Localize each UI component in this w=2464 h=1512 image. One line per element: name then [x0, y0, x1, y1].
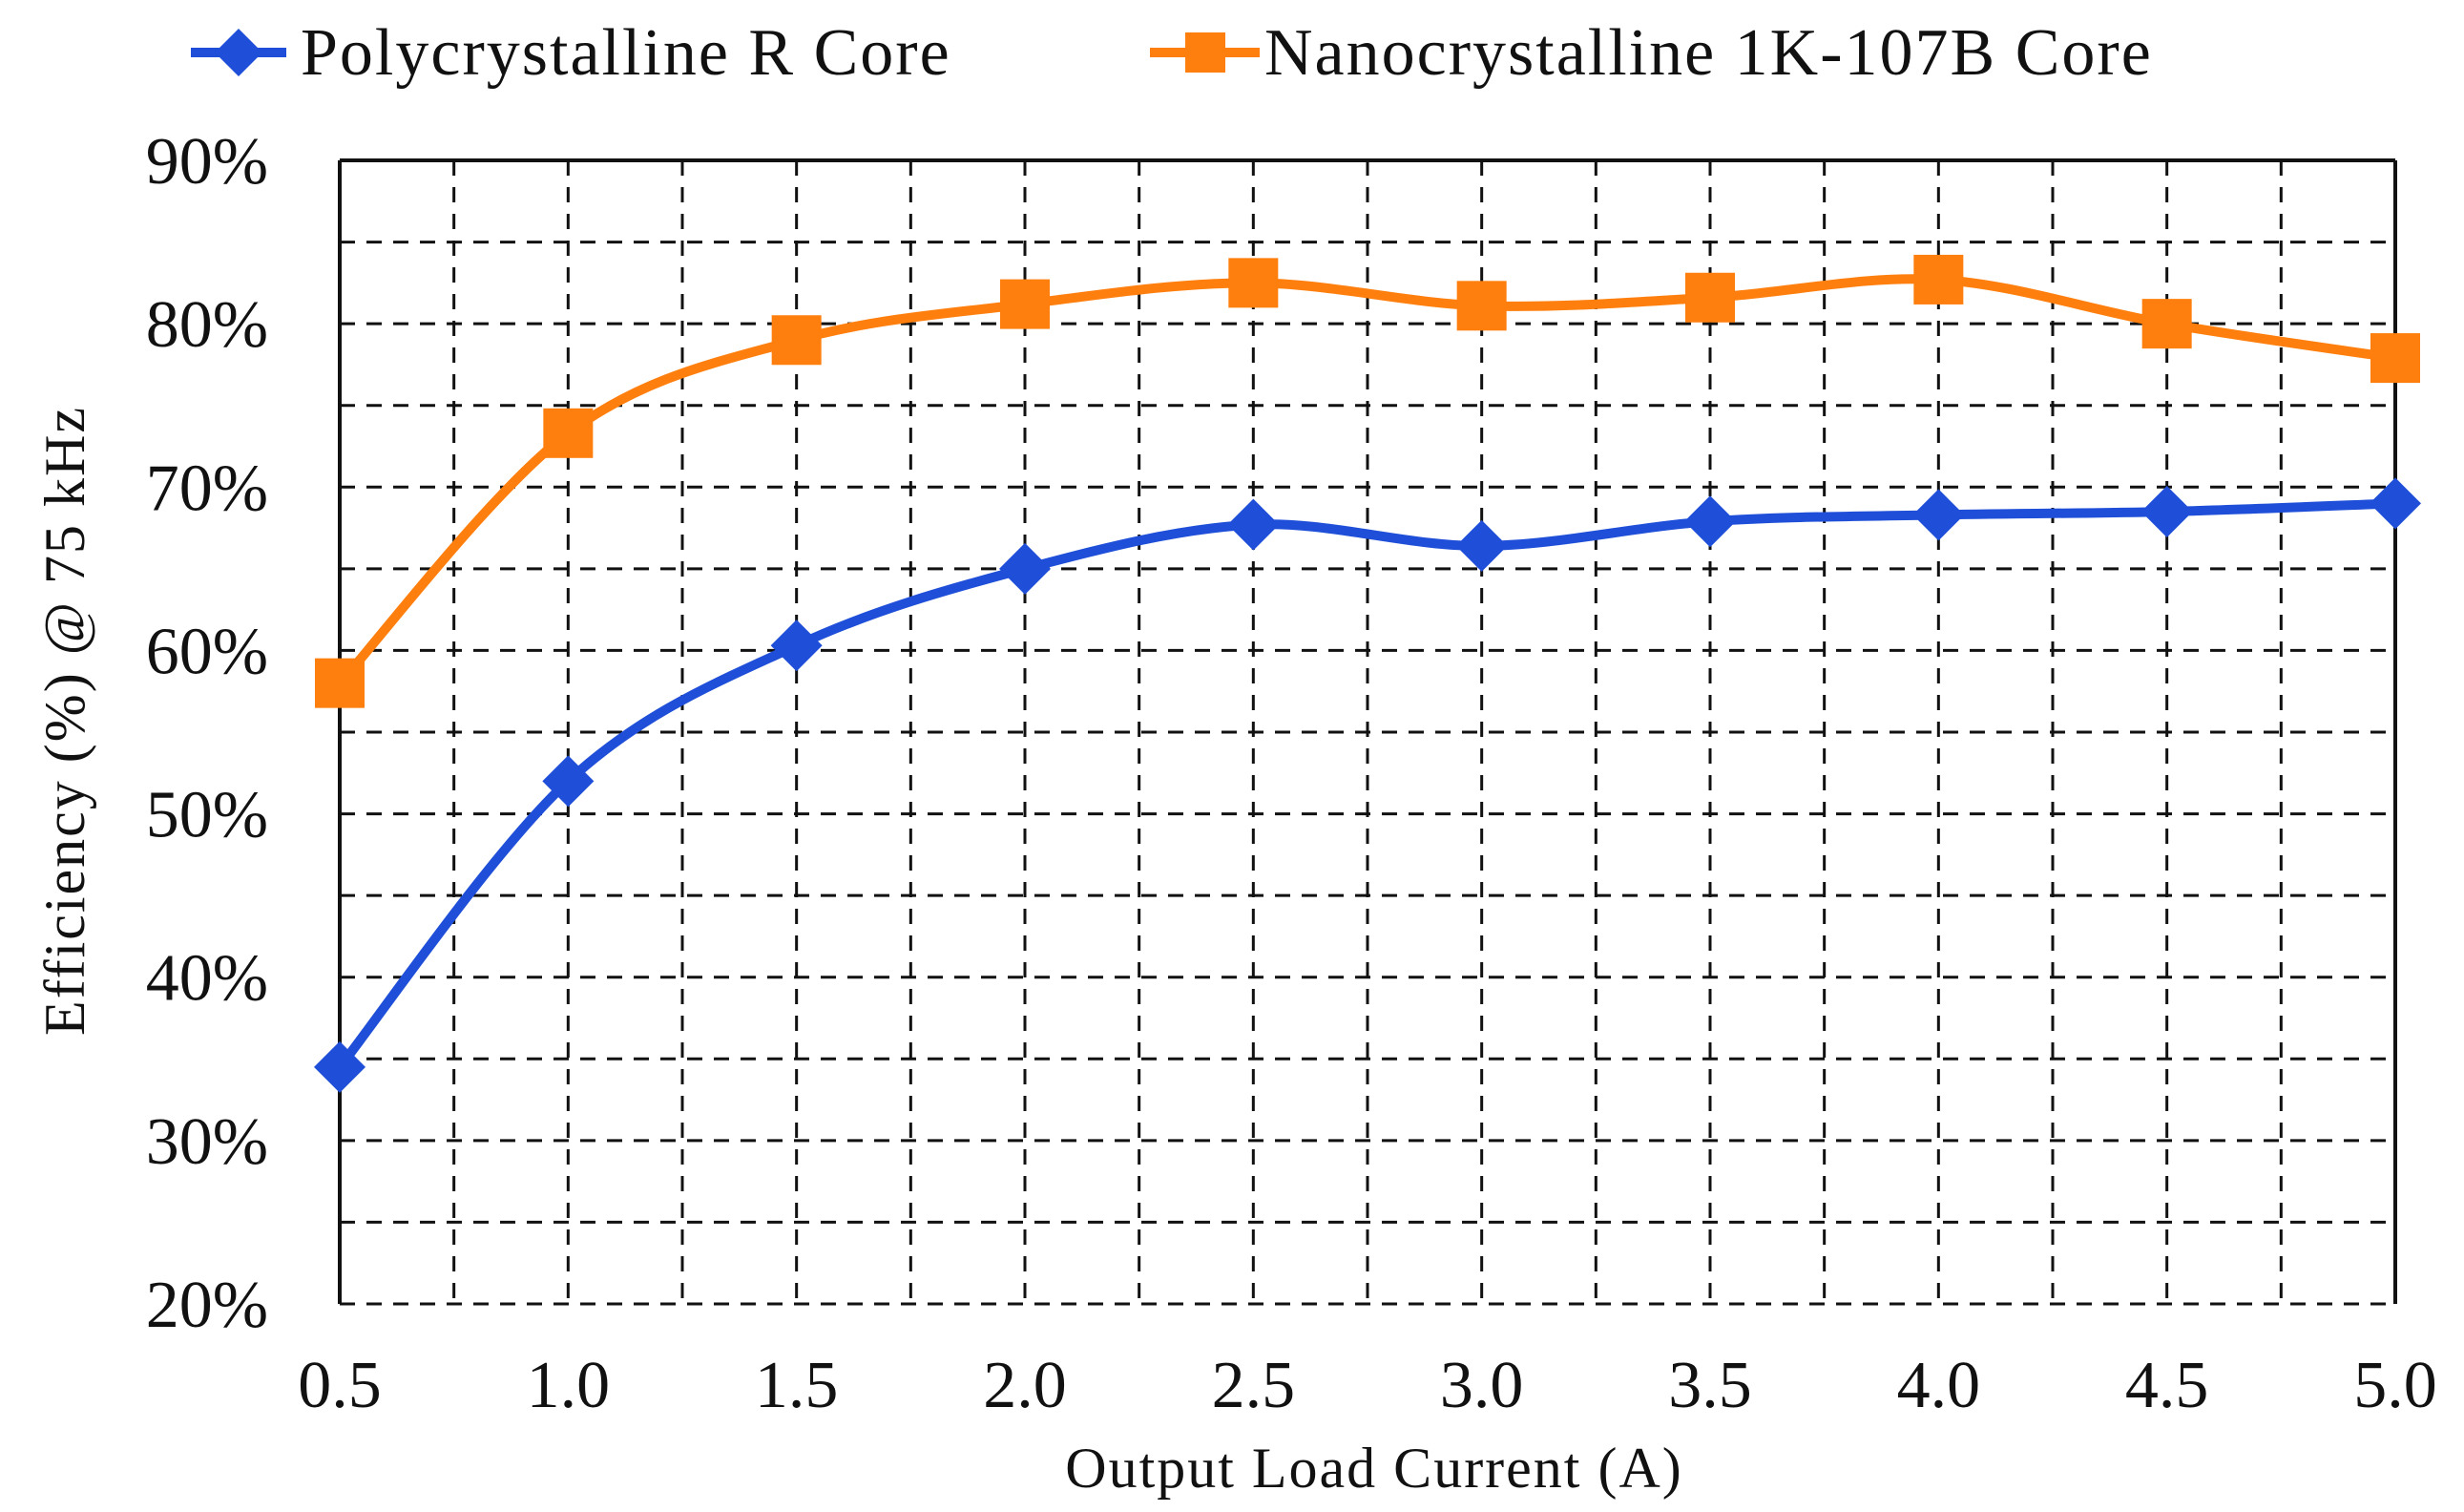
y-tick-label: 40% — [146, 942, 268, 1016]
x-tick-label: 0.5 — [298, 1349, 382, 1422]
data-point-polycrystalline — [1684, 495, 1736, 548]
data-point-polycrystalline — [2370, 477, 2421, 530]
y-tick-label: 30% — [146, 1105, 268, 1179]
data-point-nanocrystalline — [315, 658, 365, 708]
y-axis-title: Efficiency (%) @ 75 kHz — [33, 406, 96, 1036]
data-point-polycrystalline — [1227, 498, 1280, 551]
data-point-polycrystalline — [542, 755, 595, 808]
x-axis-ticks: 0.5 1.0 1.5 2.0 2.5 3.0 3.5 4.0 4.5 5.0 — [298, 1349, 2437, 1422]
x-tick-label: 1.0 — [527, 1349, 611, 1422]
data-point-nanocrystalline — [543, 408, 594, 458]
x-tick-label: 1.5 — [755, 1349, 839, 1422]
data-point-polycrystalline — [999, 542, 1051, 595]
legend-label-polycrystalline: Polycrystalline R Core — [301, 16, 951, 90]
data-point-nanocrystalline — [1685, 272, 1735, 323]
data-point-polycrystalline — [770, 620, 823, 672]
x-tick-label: 4.5 — [2125, 1349, 2209, 1422]
legend-label-nanocrystalline: Nanocrystalline 1K-107B Core — [1264, 16, 2153, 90]
data-point-nanocrystalline — [2370, 333, 2420, 384]
y-tick-label: 50% — [146, 779, 268, 852]
data-point-polycrystalline — [1912, 489, 1965, 541]
data-point-nanocrystalline — [2141, 299, 2192, 349]
y-axis-ticks: 20% 30% 40% 50% 60% 70% 80% 90% — [146, 125, 268, 1342]
x-tick-label: 3.0 — [1440, 1349, 1524, 1422]
legend-item-nanocrystalline: Nanocrystalline 1K-107B Core — [1150, 16, 2153, 90]
x-tick-label: 2.5 — [1212, 1349, 1296, 1422]
data-point-nanocrystalline — [1000, 279, 1050, 329]
legend-item-polycrystalline: Polycrystalline R Core — [191, 16, 951, 90]
series — [314, 254, 2421, 1093]
data-point-polycrystalline — [314, 1040, 365, 1093]
x-tick-label: 5.0 — [2353, 1349, 2437, 1422]
data-point-nanocrystalline — [771, 315, 822, 366]
legend-marker-diamond-icon — [215, 29, 262, 76]
data-point-nanocrystalline — [1228, 258, 1279, 308]
y-tick-label: 60% — [146, 615, 268, 688]
series-line-polycrystalline — [335, 498, 2400, 1072]
x-tick-label: 3.5 — [1668, 1349, 1752, 1422]
y-tick-label: 20% — [146, 1269, 268, 1342]
data-point-polycrystalline — [2140, 485, 2193, 537]
y-tick-label: 80% — [146, 288, 268, 362]
data-point-nanocrystalline — [1456, 281, 1507, 331]
y-tick-label: 70% — [146, 452, 268, 525]
data-point-nanocrystalline — [1913, 254, 1964, 304]
legend-marker-square-icon — [1185, 32, 1225, 73]
series-line-nanocrystalline — [335, 274, 2400, 688]
y-tick-label: 90% — [146, 125, 268, 199]
grid — [340, 160, 2395, 1306]
legend: Polycrystalline R Core Nanocrystalline 1… — [191, 16, 2153, 90]
x-axis-title: Output Load Current (A) — [1065, 1437, 1683, 1500]
x-tick-label: 2.0 — [983, 1349, 1067, 1422]
x-tick-label: 4.0 — [1897, 1349, 1981, 1422]
data-point-polycrystalline — [1455, 519, 1508, 572]
